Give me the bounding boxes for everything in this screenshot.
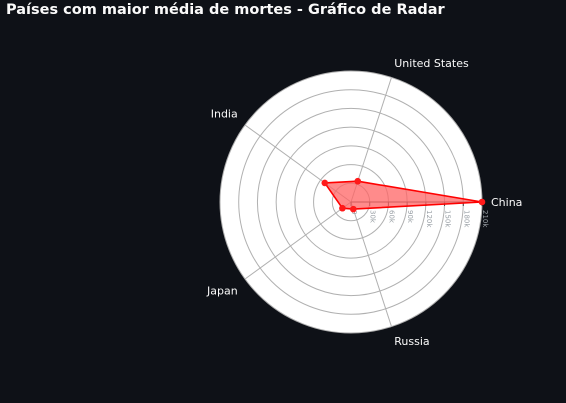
radial-tick-label-1: 30k (369, 210, 377, 224)
data-point-united-states[interactable] (354, 177, 362, 185)
radial-tick-label-5: 150k (444, 210, 452, 228)
data-point-japan[interactable] (339, 204, 346, 212)
data-point-india[interactable] (321, 179, 329, 187)
category-label-russia: Russia (394, 335, 429, 348)
radial-tick-label-7: 210k (481, 210, 489, 228)
category-labels: China United States India Japan Russia (206, 57, 522, 348)
category-label-india: India (211, 108, 238, 121)
radial-tick-label-4: 120k (425, 210, 433, 228)
radial-tick-label-3: 90k (406, 210, 414, 224)
spoke-japan (244, 201, 352, 280)
series-group (321, 177, 486, 213)
radial-tick-label-6: 180k (462, 210, 470, 228)
category-label-china: China (491, 196, 522, 209)
chart-title: Países com maior média de mortes - Gráfi… (6, 2, 445, 18)
category-label-united-states: United States (394, 57, 469, 70)
spoke-russia (350, 201, 392, 327)
series-area (323, 180, 483, 210)
category-label-japan: Japan (206, 284, 238, 297)
radial-tick-label-2: 60k (387, 210, 395, 224)
data-point-russia[interactable] (350, 205, 357, 213)
data-point-china[interactable] (478, 198, 486, 206)
